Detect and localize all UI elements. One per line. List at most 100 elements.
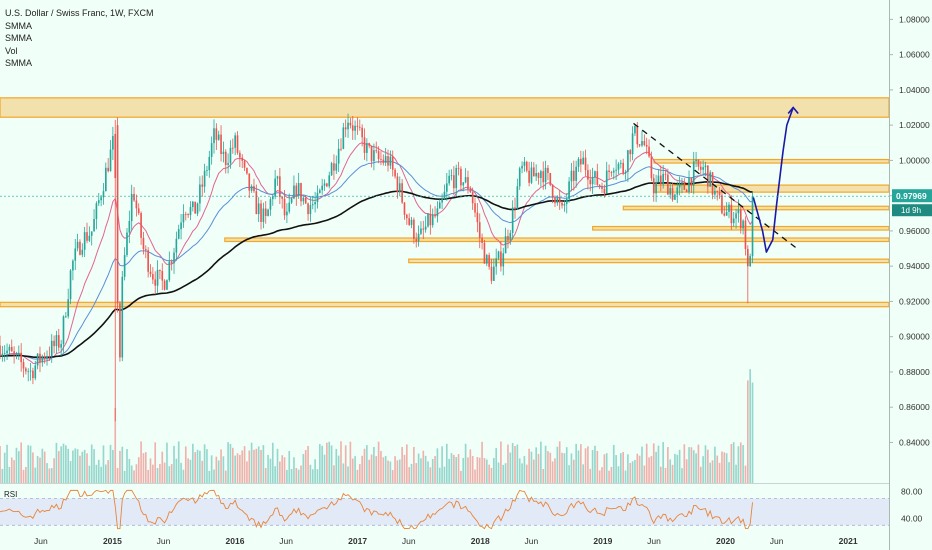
candle — [410, 216, 413, 229]
volume-bar — [406, 444, 408, 483]
candle — [175, 231, 178, 261]
candle — [377, 146, 380, 164]
volume-bar — [549, 452, 552, 483]
candle-body — [582, 157, 585, 165]
candle-body — [6, 350, 8, 354]
candle-body — [163, 280, 166, 290]
volume-bar — [695, 453, 697, 483]
candle — [144, 245, 147, 259]
candle — [189, 201, 192, 221]
candle-body — [48, 356, 51, 357]
volume-bar — [500, 441, 502, 483]
zone-5 — [653, 158, 890, 164]
volume-bar — [528, 448, 530, 483]
volume-bar — [257, 446, 260, 483]
volume-bar — [229, 443, 232, 483]
volume-bar — [530, 451, 533, 483]
volume-bar — [333, 465, 335, 483]
candle-body — [283, 198, 286, 216]
candle-body — [735, 213, 737, 219]
volume-bar — [269, 458, 272, 483]
volume-bar — [467, 457, 469, 483]
candle — [634, 125, 636, 136]
volume-bar — [413, 446, 415, 483]
candle-body — [248, 173, 251, 191]
candle-body — [304, 197, 307, 204]
candle-body — [147, 250, 149, 272]
candle — [48, 346, 51, 361]
volume-bar — [116, 468, 119, 483]
candle — [683, 178, 686, 191]
candle — [60, 339, 62, 357]
candle — [302, 196, 305, 205]
candle — [692, 151, 695, 195]
candle — [130, 184, 133, 231]
candle-body — [279, 176, 281, 198]
candle-body — [676, 187, 679, 195]
volume-bar — [436, 448, 439, 483]
candle — [398, 176, 401, 197]
candle — [349, 117, 352, 129]
volume-bar — [587, 446, 589, 483]
candle-body — [281, 197, 284, 199]
candle — [396, 172, 399, 199]
candle-body — [297, 183, 300, 196]
candle-body — [443, 191, 446, 199]
candle — [431, 208, 434, 228]
candle-body — [695, 159, 697, 162]
candle-body — [561, 202, 563, 206]
candle — [645, 137, 648, 155]
volume-bar — [121, 446, 124, 483]
candle — [504, 227, 507, 254]
rsi-band — [0, 498, 889, 526]
candle — [123, 247, 126, 281]
candle — [159, 269, 161, 280]
candle — [288, 193, 291, 214]
volume-bar — [730, 443, 733, 483]
candle-body — [718, 191, 721, 196]
volume-bar — [15, 447, 18, 483]
candle-body — [664, 173, 667, 175]
x-tick-label: Jun — [524, 536, 538, 546]
candle-body — [401, 183, 403, 203]
candle-body — [721, 195, 723, 214]
candle — [544, 160, 547, 190]
countdown-text: 1d 9h — [901, 206, 921, 215]
candle-body — [41, 356, 44, 363]
candle — [615, 159, 617, 180]
candle — [587, 164, 589, 190]
candle — [737, 199, 740, 223]
volume-bar — [375, 456, 378, 483]
candle-body — [241, 157, 244, 161]
candle — [41, 354, 44, 367]
x-tick-label: Jun — [157, 536, 171, 546]
candle — [79, 239, 81, 256]
volume-bar — [335, 448, 338, 483]
candle-body — [126, 232, 128, 256]
candle — [95, 201, 98, 230]
candle-body — [528, 170, 530, 183]
candle-body — [509, 232, 512, 241]
candle-body — [290, 198, 293, 203]
candle-body — [549, 172, 552, 185]
candle-body — [95, 203, 98, 219]
candle-body — [215, 128, 218, 140]
volume-bar — [347, 466, 349, 483]
volume-bar — [622, 451, 625, 483]
candle — [676, 181, 679, 204]
volume-bar — [267, 454, 269, 483]
volume-bar — [366, 445, 368, 483]
volume-bar — [173, 445, 175, 483]
volume-bar — [431, 458, 434, 483]
candle — [328, 171, 331, 189]
candle-body — [0, 345, 1, 357]
y-tick-label: 1.00000 — [899, 155, 930, 165]
candle — [624, 169, 627, 180]
volume-bar — [217, 460, 220, 483]
candle — [53, 335, 55, 354]
candle-body — [645, 144, 648, 147]
candle — [267, 208, 269, 217]
candle-body — [605, 170, 608, 194]
candle-body — [55, 335, 58, 347]
